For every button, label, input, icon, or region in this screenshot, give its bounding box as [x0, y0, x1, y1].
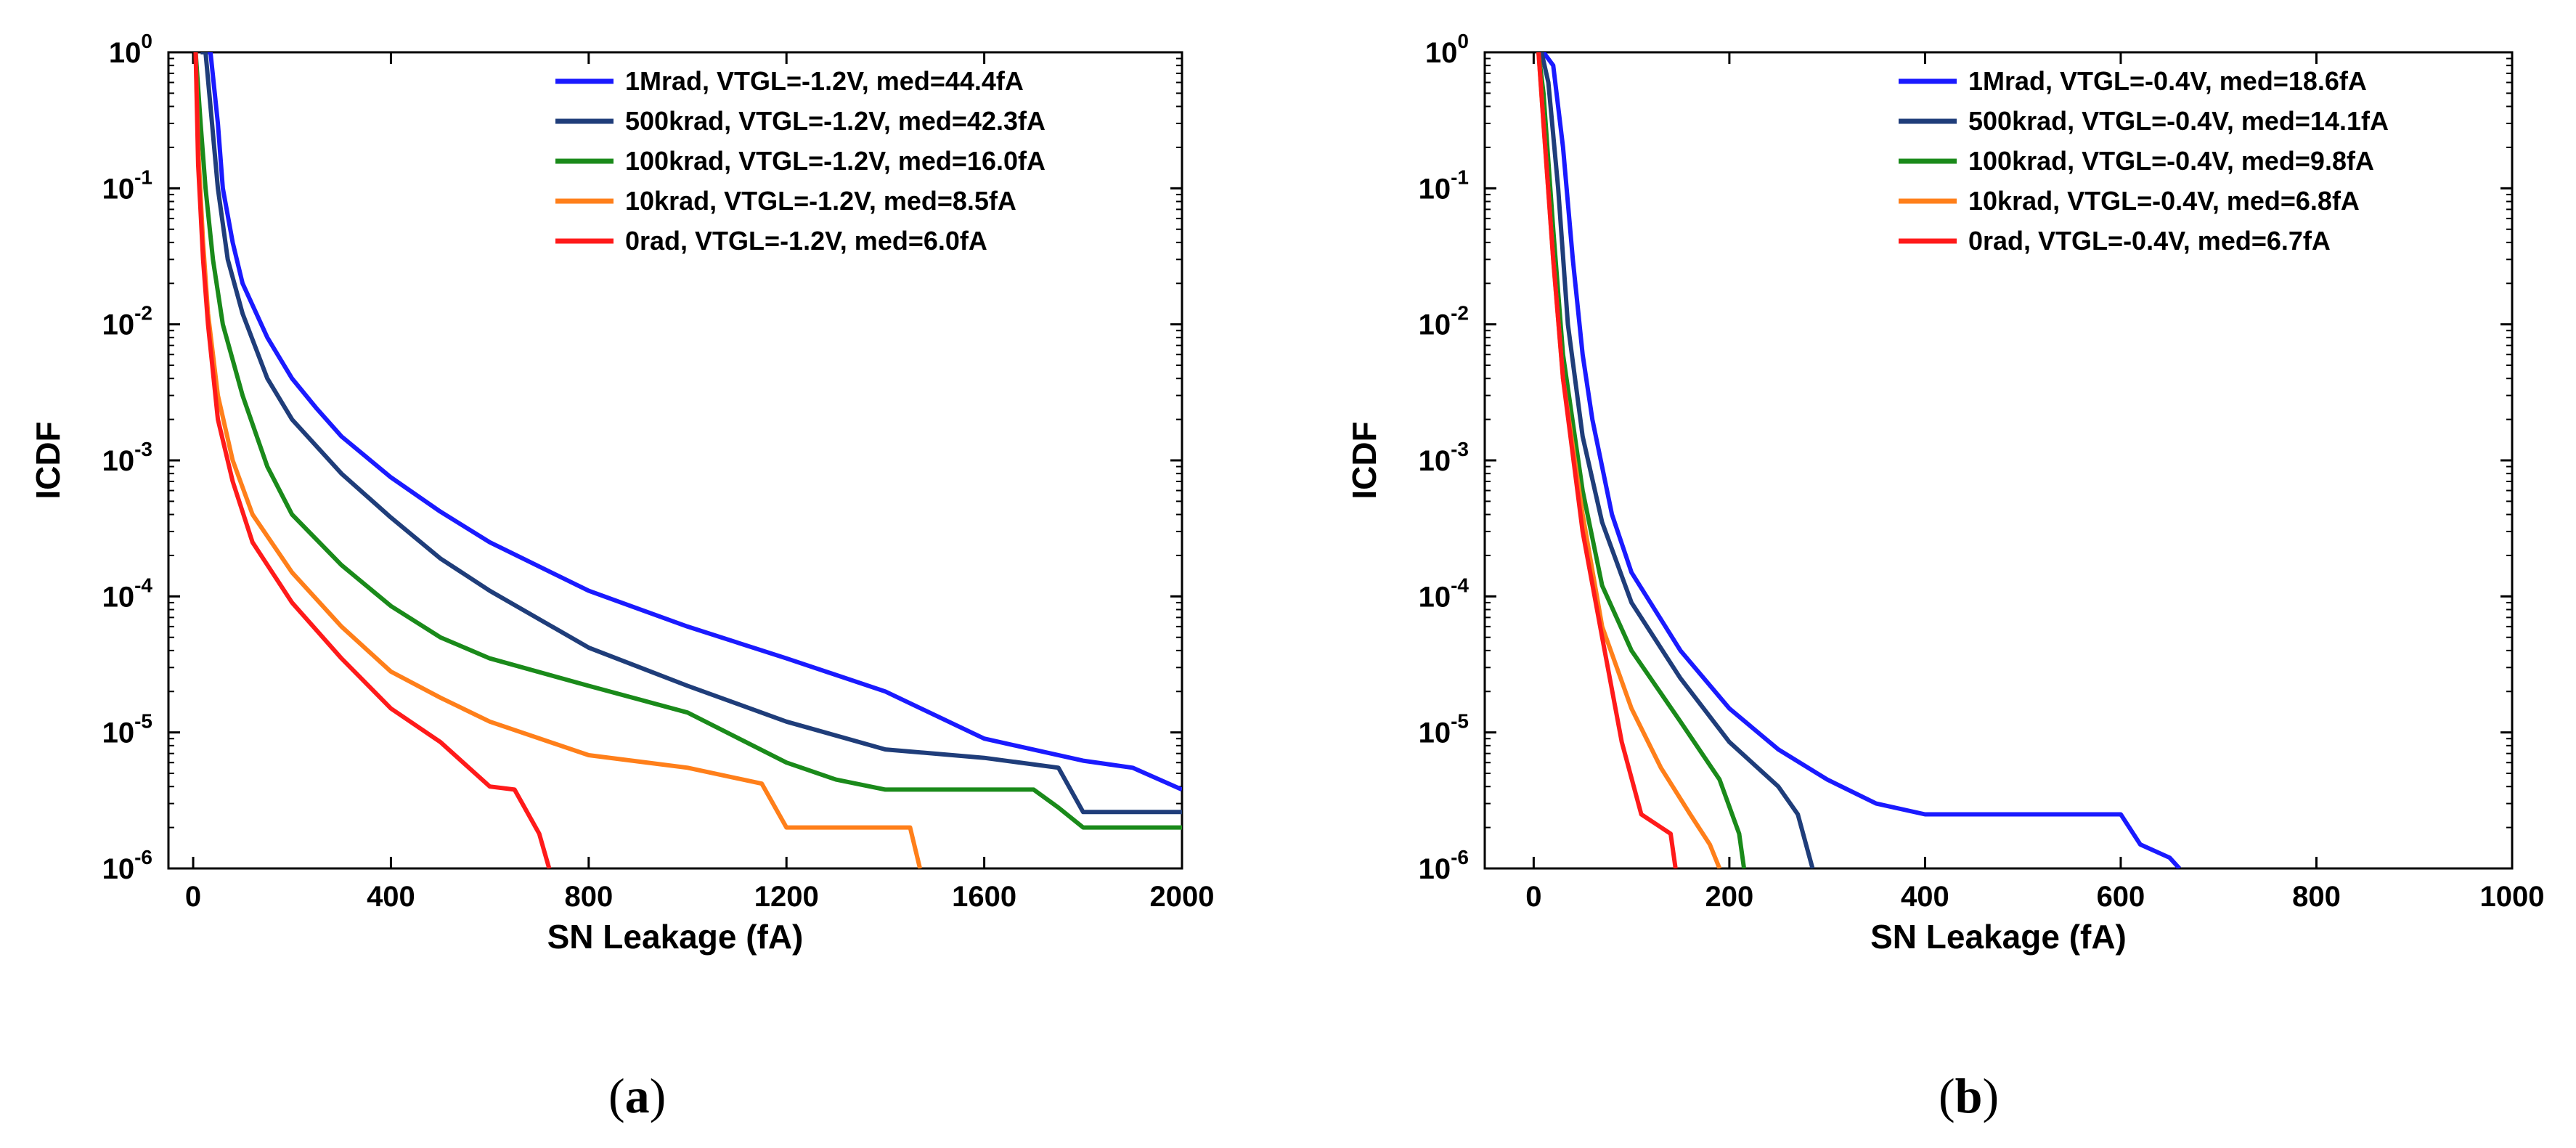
y-tick-exponent: -2: [134, 302, 152, 325]
legend-entry: 0rad, VTGL=-0.4V, med=6.7fA: [1968, 226, 2331, 256]
x-tick-label: 200: [1705, 881, 1754, 913]
y-axis-label: ICDF: [1345, 421, 1383, 499]
y-tick-label: 10-5: [102, 710, 152, 749]
y-tick-label: 10-3: [102, 438, 152, 477]
y-tick-base: 10: [102, 717, 135, 749]
y-tick-label: 10-6: [1419, 846, 1469, 885]
y-tick-base: 10: [109, 37, 142, 69]
legend-entry: 100krad, VTGL=-1.2V, med=16.0fA: [625, 146, 1046, 176]
y-tick-label: 10-4: [102, 574, 153, 613]
y-tick-base: 10: [1419, 173, 1451, 205]
y-tick-base: 10: [1419, 853, 1451, 885]
panel-label-b: (b): [1939, 1068, 2000, 1123]
y-tick-base: 10: [1419, 581, 1451, 613]
y-tick-base: 10: [102, 445, 135, 477]
series-line: [203, 52, 1182, 792]
series-line: [200, 52, 1182, 815]
y-tick-exponent: -2: [1451, 302, 1469, 325]
x-tick-label: 400: [367, 881, 415, 913]
y-tick-base: 10: [102, 309, 135, 341]
x-axis-label: SN Leakage (fA): [1870, 918, 2127, 956]
legend-entry: 500krad, VTGL=-0.4V, med=14.1fA: [1968, 106, 2389, 136]
y-tick-exponent: -3: [1451, 438, 1469, 460]
series-line: [1539, 52, 1815, 868]
x-tick-label: 0: [1525, 881, 1541, 913]
x-axis-label: SN Leakage (fA): [547, 918, 804, 956]
x-tick-label: 1600: [952, 881, 1016, 913]
legend-entry: 500krad, VTGL=-1.2V, med=42.3fA: [625, 106, 1046, 136]
y-tick-exponent: -5: [1451, 710, 1469, 733]
y-tick-base: 10: [102, 581, 135, 613]
x-tick-label: 600: [2097, 881, 2145, 913]
series-line: [1536, 52, 1678, 868]
legend-entry: 1Mrad, VTGL=-1.2V, med=44.4fA: [625, 66, 1024, 96]
y-tick-label: 100: [109, 30, 152, 69]
y-tick-label: 10-1: [1419, 166, 1469, 205]
y-tick-label: 100: [1425, 30, 1469, 69]
y-tick-label: 10-2: [102, 302, 152, 341]
y-tick-base: 10: [102, 853, 135, 885]
legend: 1Mrad, VTGL=-0.4V, med=18.6fA 500krad, VT…: [1899, 66, 2389, 256]
y-tick-exponent: -6: [1451, 846, 1469, 868]
series-line: [1541, 52, 2182, 868]
series-line: [1536, 52, 1747, 868]
chart-panel-b: 0 200 400 600 800 100010010-110-210-310-410-5…: [1345, 30, 2544, 956]
y-tick-exponent: -3: [134, 438, 152, 460]
legend: 1Mrad, VTGL=-1.2V, med=44.4fA 500krad, VT…: [555, 66, 1046, 256]
y-axis-label: ICDF: [29, 421, 67, 499]
y-tick-base: 10: [102, 173, 135, 205]
y-tick-exponent: -4: [1451, 574, 1469, 596]
chart-panel-a: 0 400 800 1200 1600 200010010-110-210-310-410…: [29, 30, 1214, 956]
y-tick-label: 10-1: [102, 166, 152, 205]
y-tick-exponent: -1: [134, 166, 152, 188]
x-tick-label: 800: [564, 881, 613, 913]
legend-entry: 10krad, VTGL=-1.2V, med=8.5fA: [625, 186, 1016, 216]
x-tick-label: 800: [2292, 881, 2341, 913]
y-tick-label: 10-5: [1419, 710, 1469, 749]
y-tick-exponent: 0: [1457, 30, 1469, 52]
y-tick-base: 10: [1419, 309, 1451, 341]
y-tick-label: 10-2: [1419, 302, 1469, 341]
legend-entry: 10krad, VTGL=-0.4V, med=6.8fA: [1968, 186, 2360, 216]
y-tick-exponent: 0: [141, 30, 152, 52]
series-line: [193, 52, 552, 868]
series-line: [193, 52, 1182, 830]
y-tick-exponent: -1: [1451, 166, 1469, 188]
legend-entry: 1Mrad, VTGL=-0.4V, med=18.6fA: [1968, 66, 2367, 96]
legend-entry: 0rad, VTGL=-1.2V, med=6.0fA: [625, 226, 987, 256]
y-tick-base: 10: [1425, 37, 1458, 69]
y-tick-base: 10: [1419, 445, 1451, 477]
y-tick-label: 10-3: [1419, 438, 1469, 477]
legend-entry: 100krad, VTGL=-0.4V, med=9.8fA: [1968, 146, 2374, 176]
x-tick-label: 0: [185, 881, 201, 913]
x-tick-label: 2000: [1150, 881, 1215, 913]
y-tick-label: 10-6: [102, 846, 152, 885]
panel-label-a: (a): [608, 1068, 667, 1123]
y-tick-exponent: -4: [134, 574, 152, 596]
x-tick-label: 1000: [2480, 881, 2545, 913]
y-tick-exponent: -6: [134, 846, 152, 868]
y-tick-label: 10-4: [1419, 574, 1470, 613]
x-tick-label: 400: [1901, 881, 1949, 913]
x-tick-label: 1200: [754, 881, 819, 913]
y-tick-base: 10: [1419, 717, 1451, 749]
y-tick-exponent: -5: [134, 710, 152, 733]
